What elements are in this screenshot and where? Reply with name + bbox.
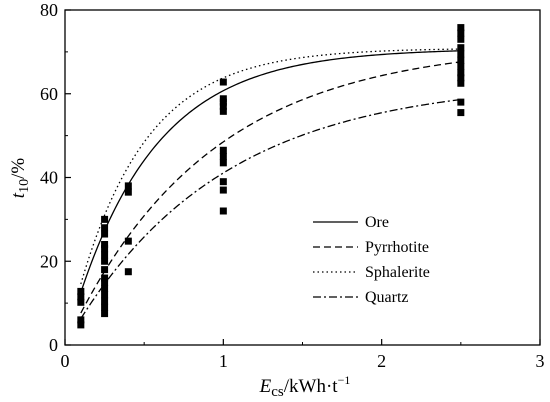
data-point [101, 245, 109, 253]
data-point [457, 29, 465, 37]
data-point [77, 316, 85, 324]
data-point [457, 63, 465, 71]
data-point [219, 95, 227, 103]
y-tick-label: 20 [40, 251, 58, 271]
data-point [77, 287, 85, 295]
data-point [101, 230, 109, 238]
curve-ore [80, 50, 461, 293]
data-point [101, 297, 109, 305]
data-point [101, 257, 109, 265]
legend-label-ore: Ore [365, 214, 389, 231]
data-point [101, 241, 109, 248]
x-tick-label: 2 [377, 351, 386, 371]
data-point [457, 24, 465, 32]
data-point [219, 153, 227, 161]
data-point [457, 50, 465, 58]
data-point [124, 188, 132, 196]
plot-border [64, 9, 541, 346]
y-tick-label: 0 [49, 335, 58, 355]
data-point [219, 178, 227, 186]
data-point [219, 159, 227, 167]
x-tick-label: 0 [61, 351, 70, 371]
data-point [457, 44, 465, 52]
data-point [457, 56, 465, 64]
data-point [457, 69, 465, 77]
data-point [219, 207, 227, 215]
legend: Ore Pyrrhotite Sphalerite Quartz [313, 214, 430, 306]
data-point [457, 109, 465, 117]
data-point [219, 107, 227, 115]
data-point [124, 237, 132, 245]
legend-label-pyrrhotite: Pyrrhotite [365, 239, 429, 256]
curve-sphalerite [80, 48, 461, 285]
data-points [77, 24, 465, 329]
data-point [77, 321, 85, 329]
data-point [101, 291, 109, 299]
legend-label-sphalerite: Sphalerite [365, 264, 430, 281]
y-tick-label: 60 [40, 84, 58, 104]
fit-curves [80, 48, 461, 319]
data-point [77, 293, 85, 301]
data-point [101, 224, 109, 232]
data-point [124, 182, 132, 190]
data-point [219, 78, 227, 86]
data-point [457, 74, 465, 82]
x-tick-label: 1 [219, 351, 228, 371]
data-point [219, 146, 227, 154]
axis-ticks: 0 1 2 3 0 20 40 60 80 [40, 0, 545, 371]
data-point [124, 268, 132, 276]
data-point [101, 266, 109, 274]
data-point [219, 186, 227, 194]
data-point [101, 274, 109, 282]
y-tick-label: 40 [40, 168, 58, 188]
data-point [101, 251, 109, 259]
y-axis-title: t10/% [8, 158, 32, 199]
data-point [101, 278, 109, 286]
data-point [77, 298, 85, 306]
plot-frame [64, 9, 541, 346]
data-point [219, 102, 227, 110]
legend-label-quartz: Quartz [365, 289, 409, 306]
data-point [457, 98, 465, 106]
curve-quartz [80, 98, 461, 319]
data-point [101, 284, 109, 292]
data-point [101, 310, 109, 318]
x-tick-label: 3 [536, 351, 545, 371]
data-point [101, 303, 109, 311]
data-point [457, 79, 465, 87]
x-axis-title: Ecs/kWh·t−1 [259, 373, 351, 400]
curve-pyrrhotite [80, 61, 461, 314]
data-point [101, 215, 109, 223]
data-point [457, 35, 465, 43]
y-tick-label: 80 [40, 0, 58, 20]
